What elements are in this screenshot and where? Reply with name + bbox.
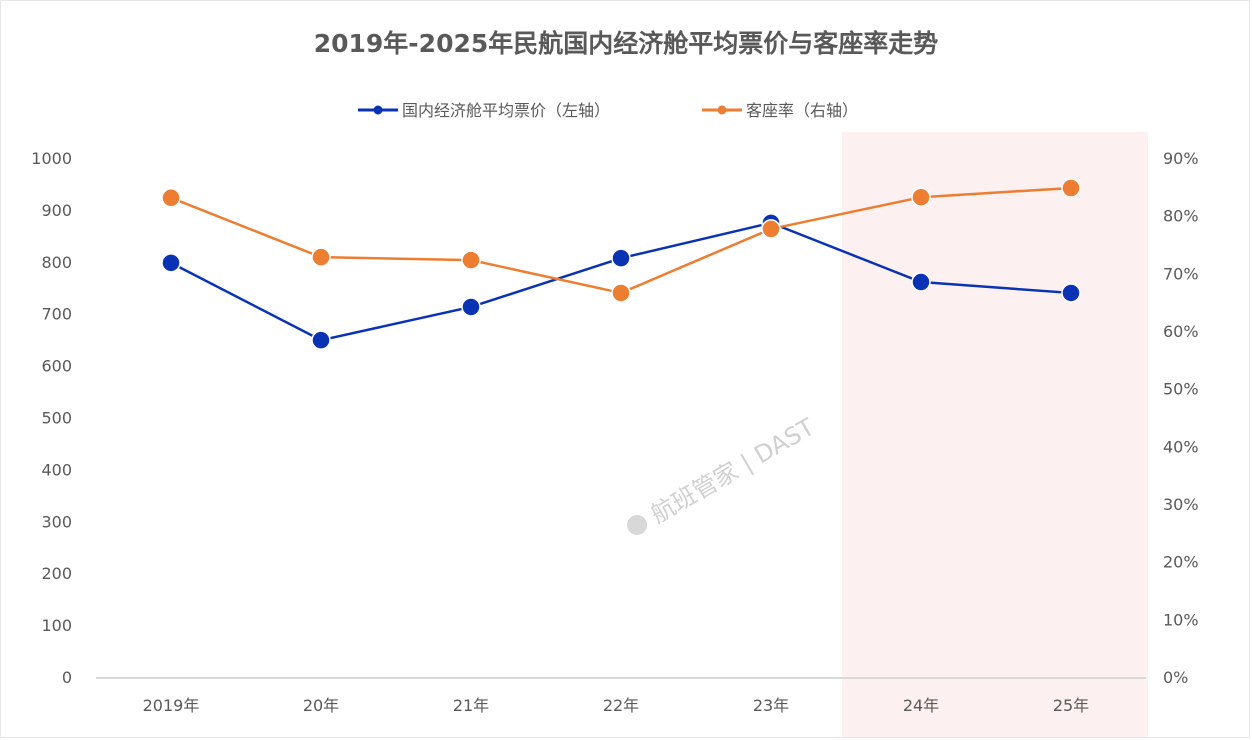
x-axis-tick-label: 24年 [903,696,939,715]
data-point[interactable] [311,330,331,350]
left-axis-tick-label: 1000 [31,149,72,168]
legend-item[interactable]: 客座率（右轴） [702,101,858,120]
left-axis-tick-label: 500 [41,409,72,428]
data-point[interactable] [611,248,631,268]
left-axis-tick-label: 0 [62,668,72,687]
legend-label: 客座率（右轴） [746,101,858,120]
right-axis-tick-label: 50% [1163,380,1199,399]
data-point[interactable] [1061,178,1081,198]
x-axis-tick-label: 22年 [603,696,639,715]
left-axis-tick-label: 200 [41,564,72,583]
chart-title: 2019年-2025年民航国内经济舱平均票价与客座率走势 [314,29,939,58]
data-point[interactable] [911,272,931,292]
data-point[interactable] [461,250,481,270]
data-point[interactable] [761,219,781,239]
left-axis-tick-label: 300 [41,512,72,531]
data-point[interactable] [311,247,331,267]
data-point[interactable] [161,253,181,273]
data-point[interactable] [911,187,931,207]
left-axis-tick-label: 400 [41,460,72,479]
legend-marker-icon [373,105,383,115]
x-axis-tick-label: 21年 [453,696,489,715]
left-axis-tick-label: 600 [41,357,72,376]
series-load-factor [161,178,1081,303]
left-axis-tick-label: 900 [41,201,72,220]
left-axis-tick-label: 700 [41,305,72,324]
right-axis-tick-label: 20% [1163,553,1199,572]
legend-label: 国内经济舱平均票价（左轴） [402,101,610,120]
highlight-band [842,132,1148,737]
left-axis-tick-label: 100 [41,616,72,635]
watermark-text: 航班管家 | DAST [646,413,819,529]
watermark-logo-icon [627,515,648,535]
legend-marker-icon [717,105,727,115]
data-point[interactable] [161,188,181,208]
data-point[interactable] [461,297,481,317]
watermark: 航班管家 | DAST [627,413,820,535]
right-axis-tick-label: 90% [1163,149,1199,168]
right-axis-tick-label: 30% [1163,495,1199,514]
x-axis-tick-label: 2019年 [143,696,200,715]
right-axis-tick-label: 80% [1163,207,1199,226]
right-axis-tick-label: 40% [1163,437,1199,456]
right-axis-tick-label: 60% [1163,322,1199,341]
x-axis-tick-label: 20年 [303,696,339,715]
data-point[interactable] [1061,283,1081,303]
x-axis-tick-label: 23年 [753,696,789,715]
x-axis-tick-label: 25年 [1053,696,1089,715]
right-axis-tick-label: 10% [1163,610,1199,629]
data-point[interactable] [611,283,631,303]
left-axis-tick-label: 800 [41,253,72,272]
right-axis-tick-label: 0% [1163,668,1188,687]
legend: 国内经济舱平均票价（左轴） 客座率（右轴） [358,101,858,120]
legend-item[interactable]: 国内经济舱平均票价（左轴） [358,101,610,120]
right-axis-tick-label: 70% [1163,264,1199,283]
